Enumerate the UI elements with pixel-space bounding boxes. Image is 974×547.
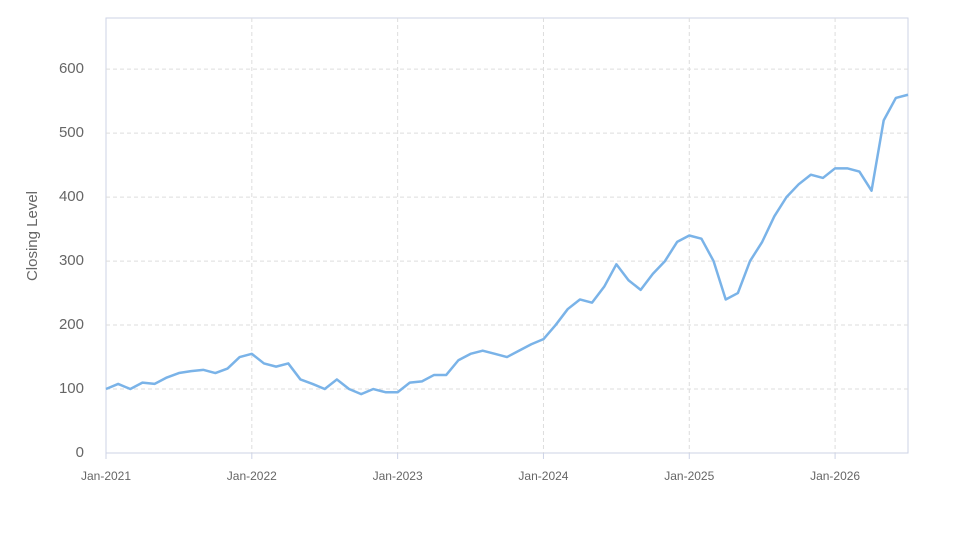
y-tick-label: 300 — [59, 252, 84, 269]
x-tick-label: Jan-2026 — [810, 469, 860, 483]
x-tick-label: Jan-2023 — [373, 469, 423, 483]
y-tick-label: 500 — [59, 124, 84, 141]
x-tick-label: Jan-2022 — [227, 469, 277, 483]
y-axis-label: Closing Level — [24, 191, 41, 281]
plot-border — [105, 17, 909, 454]
y-tick-label: 0 — [76, 444, 84, 461]
data-line — [105, 93, 909, 396]
x-tick-label: Jan-2021 — [81, 469, 131, 483]
y-tick-label: 600 — [59, 60, 84, 77]
x-tick-label: Jan-2024 — [518, 469, 568, 483]
y-tick-label: 200 — [59, 316, 84, 333]
y-tick-label: 400 — [59, 188, 84, 205]
x-tick-label: Jan-2025 — [664, 469, 714, 483]
y-tick-label: 100 — [59, 380, 84, 397]
